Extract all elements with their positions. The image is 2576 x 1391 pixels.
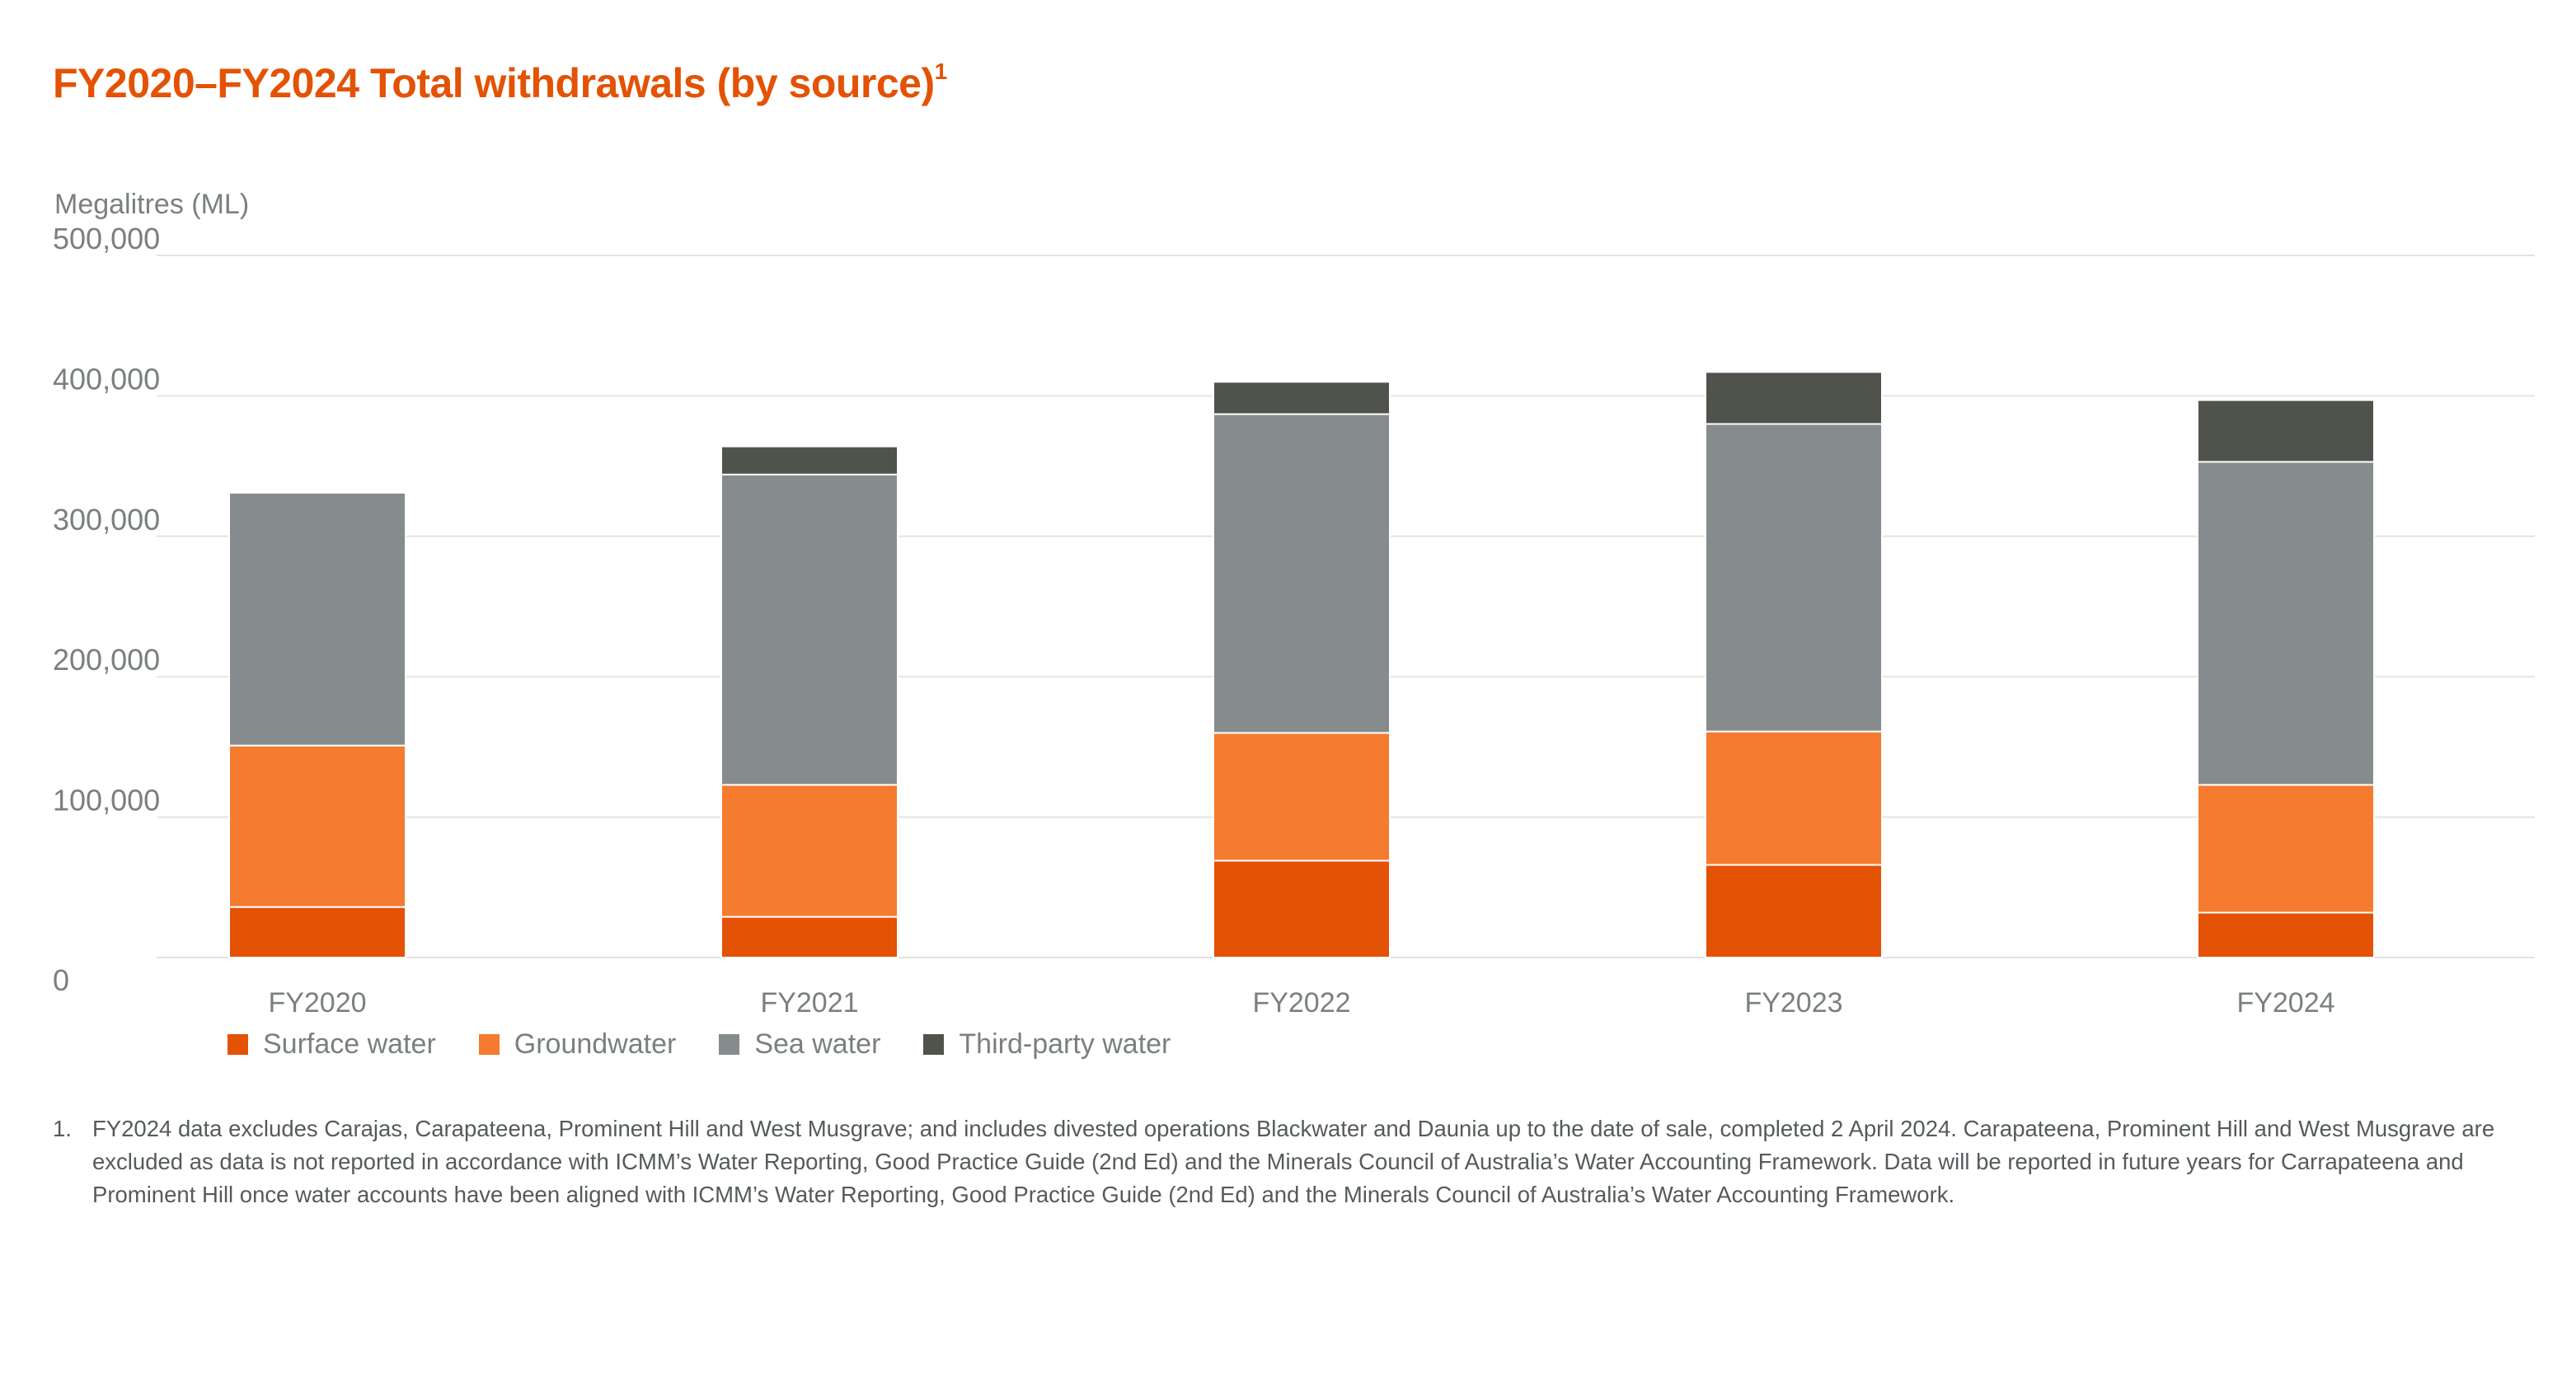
- bar-segment-sea-water: [1705, 423, 1883, 733]
- legend-label: Surface water: [263, 1028, 436, 1060]
- bar-segment-third-party-water: [720, 445, 899, 475]
- bar-segment-third-party-water: [1213, 381, 1391, 415]
- bars: [228, 371, 2375, 959]
- footnote-marker: 1.: [53, 1116, 72, 1141]
- legend-item: Groundwater: [478, 1028, 677, 1061]
- bar-segment-groundwater: [720, 784, 899, 918]
- bar-segment-surface-water: [228, 906, 406, 959]
- y-tick-label: 200,000: [53, 643, 160, 677]
- legend-swatch: [719, 1034, 740, 1055]
- footnote-text: FY2024 data excludes Carajas, Carapateen…: [92, 1116, 2495, 1207]
- x-tick-label: FY2020: [268, 987, 366, 1019]
- bar-segment-sea-water: [228, 491, 406, 747]
- x-tick-label: FY2024: [2236, 987, 2334, 1019]
- legend-item: Sea water: [719, 1028, 880, 1061]
- y-tick-label: 500,000: [53, 222, 160, 255]
- footnote: 1. FY2024 data excludes Carajas, Carapat…: [53, 1112, 2534, 1211]
- bar-segment-groundwater: [2197, 784, 2375, 914]
- y-axis-label: Megalitres (ML): [54, 189, 250, 220]
- title-footnote-marker: 1: [934, 59, 948, 85]
- legend-item: Third-party water: [923, 1028, 1171, 1061]
- y-tick-label: 300,000: [53, 503, 160, 536]
- bar-segment-sea-water: [720, 473, 899, 786]
- legend-swatch: [923, 1034, 945, 1055]
- x-tick-labels: FY2020 FY2021 FY2022 FY2023 FY2024: [268, 987, 2334, 1019]
- y-tick-label: 0: [53, 963, 69, 997]
- x-tick-label: FY2023: [1744, 987, 1842, 1019]
- x-tick-label: FY2022: [1252, 987, 1350, 1019]
- chart-title-text: FY2020–FY2024 Total withdrawals (by sour…: [53, 60, 935, 106]
- bar-segment-sea-water: [2197, 461, 2375, 786]
- chart-title: FY2020–FY2024 Total withdrawals (by sour…: [53, 59, 947, 107]
- bar-segment-third-party-water: [1705, 371, 1883, 425]
- bar-segment-groundwater: [228, 744, 406, 908]
- bar-segment-groundwater: [1213, 732, 1391, 862]
- bar-segment-surface-water: [2197, 911, 2375, 959]
- x-tick-label: FY2021: [760, 987, 858, 1019]
- legend-label: Third-party water: [959, 1028, 1171, 1060]
- bar-segment-surface-water: [1213, 859, 1391, 958]
- bar-segment-third-party-water: [2197, 399, 2375, 463]
- bar-segment-sea-water: [1213, 413, 1391, 734]
- legend-item: Surface water: [228, 1028, 436, 1061]
- legend-label: Sea water: [754, 1028, 881, 1060]
- y-tick-label: 100,000: [53, 784, 160, 817]
- stacked-bar-chart: 0 100,000 200,000 300,000 400,000 500,000 FY2…: [53, 222, 2535, 1019]
- legend: Surface water Groundwater Sea water Third-p…: [228, 1028, 1213, 1061]
- bar-segment-groundwater: [1705, 730, 1883, 866]
- bar-segment-surface-water: [1705, 864, 1883, 959]
- bar-segment-surface-water: [720, 916, 899, 958]
- legend-swatch: [228, 1034, 248, 1055]
- legend-label: Groundwater: [514, 1028, 677, 1060]
- legend-swatch: [478, 1034, 500, 1055]
- y-tick-label: 400,000: [53, 362, 160, 396]
- y-tick-labels: 0 100,000 200,000 300,000 400,000 500,000: [53, 222, 160, 997]
